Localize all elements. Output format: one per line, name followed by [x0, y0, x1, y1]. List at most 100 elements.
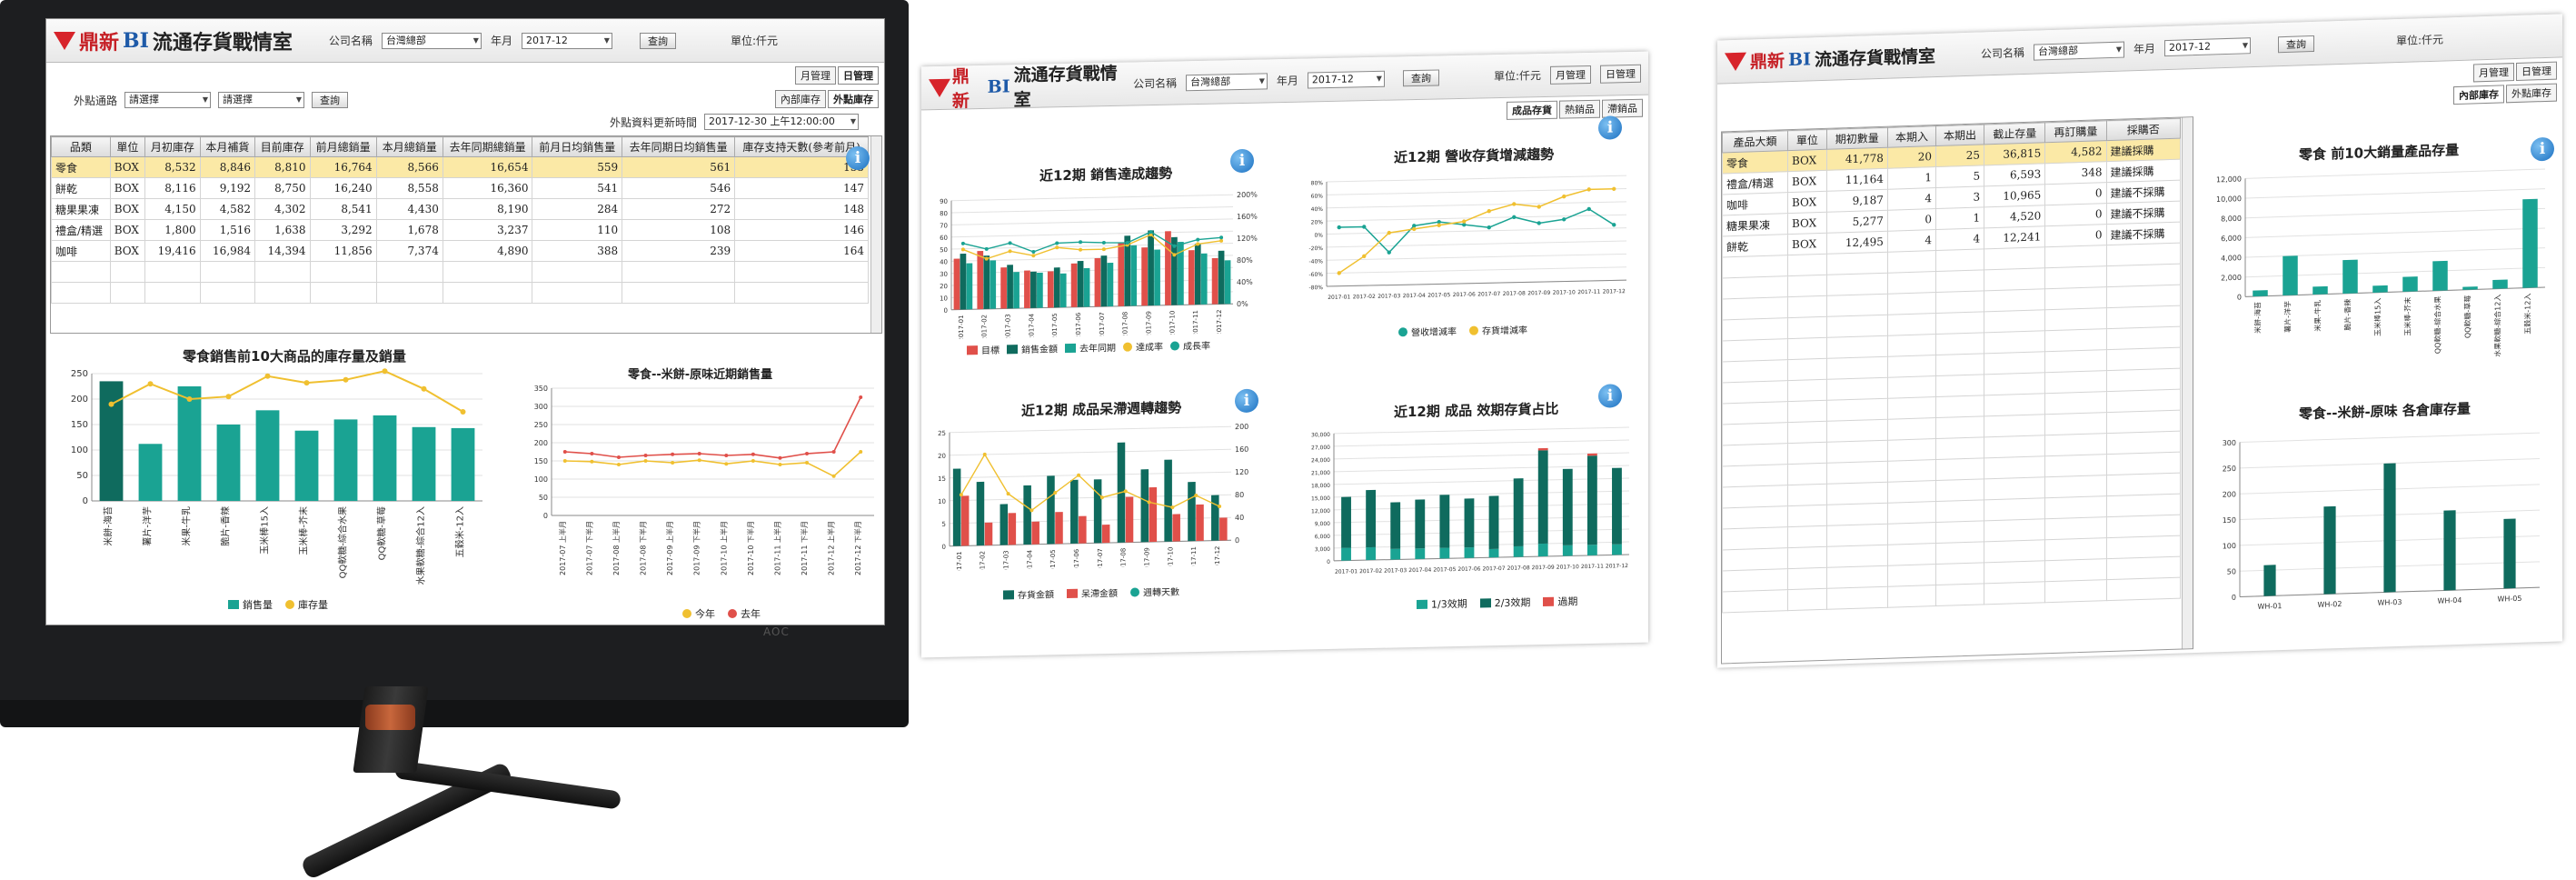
column-header[interactable]: 目前庫存	[254, 136, 311, 157]
query-button[interactable]: 查詢	[1402, 68, 1439, 86]
x-tick-label: QQ軟糖-綜合水果	[2433, 296, 2442, 355]
y2-tick-label: 160%	[1237, 213, 1258, 221]
column-header[interactable]: 本期入	[1887, 125, 1936, 148]
empty-cell	[1984, 455, 2045, 479]
company-select[interactable]: 台灣總部	[1186, 72, 1268, 91]
column-header[interactable]: 去年同期總銷量	[442, 136, 533, 157]
table-cell: BOX	[109, 219, 146, 241]
brand-name: 鼎新	[1750, 51, 1785, 73]
channel-select-2[interactable]: 請選擇	[218, 92, 305, 108]
query-button[interactable]: 查詢	[2278, 35, 2315, 53]
tab-monthly[interactable]: 月管理	[2473, 63, 2514, 83]
legend-swatch-expired	[1543, 596, 1555, 607]
tab-daily[interactable]: 日管理	[2516, 61, 2557, 81]
grid-line	[1327, 266, 1626, 275]
query-button[interactable]: 查詢	[639, 32, 676, 49]
bar	[1154, 249, 1160, 306]
tab-external-stock[interactable]: 外點庫存	[828, 90, 879, 108]
column-header[interactable]: 前月日均銷售量	[532, 136, 623, 157]
empty-cell	[1826, 294, 1888, 317]
channel-query-button[interactable]: 查詢	[312, 92, 349, 108]
empty-cell	[1722, 275, 1788, 299]
update-time-field[interactable]: 2017-12-30 上午12:00:00	[704, 114, 860, 130]
empty-cell	[2106, 431, 2181, 455]
info-icon[interactable]: i	[2531, 136, 2554, 162]
point	[1537, 205, 1541, 209]
column-header[interactable]: 去年同期日均銷售量	[622, 136, 736, 157]
column-header[interactable]: 產品大類	[1722, 130, 1788, 153]
info-icon[interactable]: i	[1598, 115, 1622, 140]
legend-item-achievement: 達成率	[1123, 339, 1163, 354]
empty-cell	[2106, 452, 2181, 475]
column-header[interactable]: 單位	[109, 136, 146, 157]
y-tick-label: 0	[2237, 293, 2242, 301]
chart-sales-achievement: 0 10 20 30 40 50 60 70 80 90 2017-01 2017-02 2017-03…	[940, 191, 1258, 340]
empty-cell	[2106, 535, 2181, 559]
channel-select-1[interactable]: 請選擇	[124, 92, 212, 108]
empty-cell	[1984, 372, 2045, 395]
period-select[interactable]: 2017-12	[2164, 36, 2252, 56]
empty-cell	[2106, 473, 2181, 496]
tab-monthly[interactable]: 月管理	[795, 66, 836, 85]
view-tabs: 月管理 日管理	[2473, 61, 2557, 83]
column-header[interactable]: 月初庫存	[144, 136, 201, 157]
period-select[interactable]: 2017-12	[521, 32, 612, 49]
table-row[interactable]: 零食 BOX 8,532 8,846 8,810 16,764 8,566 16,654 559…	[51, 156, 869, 178]
info-icon[interactable]: i	[1598, 384, 1622, 408]
empty-cell	[1984, 288, 2045, 312]
empty-cell	[1887, 375, 1936, 399]
column-header[interactable]: 本月補貨	[199, 136, 256, 157]
empty-cell	[1887, 417, 1936, 441]
company-select[interactable]: 台灣總部	[2034, 41, 2124, 61]
period-select[interactable]: 2017-12	[1307, 70, 1385, 88]
point-stock	[382, 368, 388, 375]
table-cell: 4	[1887, 187, 1936, 211]
column-header[interactable]: 前月總銷量	[309, 136, 377, 157]
table-scrollbar[interactable]	[870, 136, 881, 333]
info-icon[interactable]: i	[1235, 388, 1258, 414]
column-header[interactable]: 庫存支持天數(參考前月)	[734, 136, 869, 157]
bar-sales	[373, 415, 397, 501]
legend-swatch-third-expiry	[1417, 599, 1427, 609]
table-scrollbar[interactable]	[2182, 117, 2193, 649]
tab-daily[interactable]: 日管理	[1600, 64, 1641, 84]
x-tick-label: 2017-03	[1005, 314, 1012, 339]
x-tick-label: 薯片-洋芋	[142, 506, 154, 546]
table-row[interactable]: 咖啡 BOX 19,416 16,984 14,394 11,856 7,374 4,890 3…	[51, 240, 869, 262]
tab-finished-stock[interactable]: 成品存貨	[1507, 100, 1557, 120]
bar	[1083, 267, 1090, 307]
tab-hot-items[interactable]: 熱銷品	[1559, 99, 1600, 119]
empty-cell	[1787, 546, 1827, 569]
point	[1079, 240, 1083, 245]
column-header[interactable]: 本期出	[1935, 124, 1984, 146]
info-icon[interactable]: i	[846, 146, 870, 170]
legend-label-this-year: 今年	[695, 608, 715, 620]
y2-tick-label: 120%	[1237, 235, 1258, 243]
company-select[interactable]: 台灣總部	[381, 32, 482, 49]
empty-cell	[2106, 410, 2181, 434]
tab-external-stock[interactable]: 外點庫存	[2506, 83, 2557, 104]
table-cell: 0	[2044, 182, 2107, 205]
column-header[interactable]: 品類	[51, 136, 111, 157]
tab-internal-stock[interactable]: 內部庫存	[775, 90, 826, 108]
column-header[interactable]: 單位	[1787, 129, 1827, 151]
info-icon[interactable]: i	[1230, 148, 1254, 174]
column-header[interactable]: 期初數量	[1826, 127, 1888, 150]
x-tick-label: 2017-01	[958, 315, 965, 339]
x-tick-label: 2017-05	[1433, 566, 1456, 574]
tab-internal-stock[interactable]: 內部庫存	[2453, 85, 2504, 105]
table-row[interactable]: 餅乾 BOX 8,116 9,192 8,750 16,240 8,558 16,360 541…	[51, 177, 869, 199]
table-cell: 建議不採購	[2106, 222, 2181, 245]
table-row[interactable]: 糖果果凍 BOX 4,150 4,582 4,302 8,541 4,430 8,190 284…	[51, 198, 869, 220]
tab-slow-items[interactable]: 滯銷品	[1602, 98, 1643, 118]
tab-daily[interactable]: 日管理	[838, 66, 879, 85]
legend-item-stock: 庫存量	[285, 597, 328, 612]
column-header[interactable]: 截止存量	[1984, 122, 2045, 145]
column-header[interactable]: 再訂購量	[2044, 120, 2107, 143]
table-row[interactable]: 禮盒/精選 BOX 1,800 1,516 1,638 3,292 1,678 3,237 11…	[51, 219, 869, 241]
tab-monthly[interactable]: 月管理	[1550, 65, 1591, 85]
empty-cell	[2044, 579, 2107, 603]
y-tick-label: 25	[938, 430, 946, 437]
column-header[interactable]: 採購否	[2106, 118, 2181, 141]
column-header[interactable]: 本月總銷量	[375, 136, 443, 157]
